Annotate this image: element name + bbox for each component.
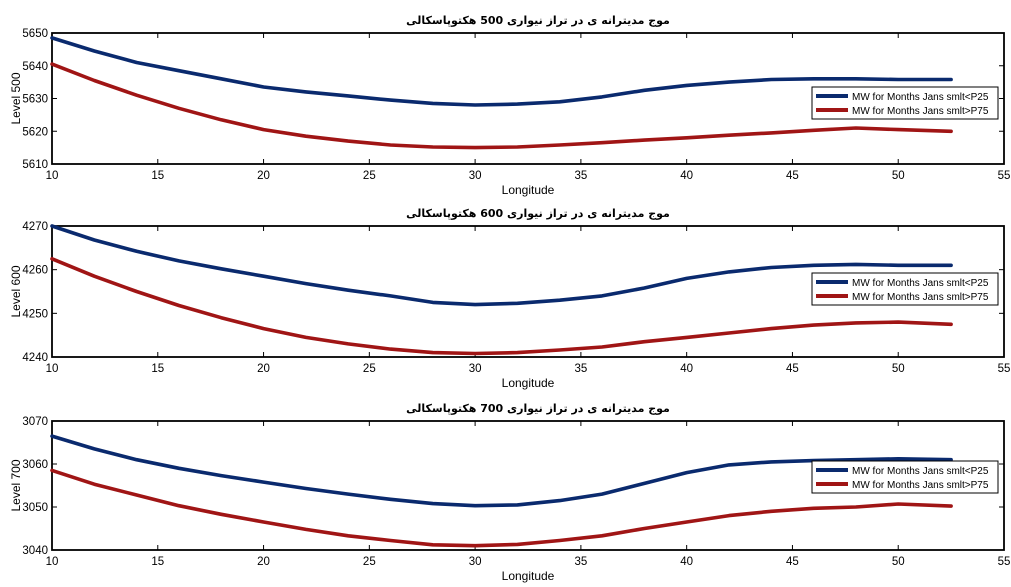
legend-box xyxy=(811,460,999,494)
x-tick-label: 45 xyxy=(786,170,799,182)
y-tick-label: 3040 xyxy=(22,545,48,557)
y-tick-label: 4250 xyxy=(22,308,48,320)
x-tick-label: 45 xyxy=(786,556,799,568)
y-tick-label: 5620 xyxy=(22,126,48,138)
x-tick-label: 55 xyxy=(998,556,1011,568)
x-tick-label: 10 xyxy=(46,170,59,182)
chart-panel-1: موج مديترانه ی در تراز نيواری 500 هكتوپا… xyxy=(9,14,1010,197)
plot-frame xyxy=(51,225,1005,358)
legend: MW for Months Jans smlt<P25 MW for Months… xyxy=(811,460,999,494)
chart-title: موج مديترانه ی در تراز نيواری 500 هكتوپا… xyxy=(406,14,670,28)
series-p25-line xyxy=(50,224,953,307)
x-tick-label: 40 xyxy=(680,170,693,182)
x-tick-label: 30 xyxy=(469,363,482,375)
x-tick-label: 30 xyxy=(469,170,482,182)
legend-label-series-p25: MW for Months Jans smlt<P25 xyxy=(852,278,989,289)
legend: MW for Months Jans smlt<P25 MW for Months… xyxy=(811,272,999,306)
y-axis-label: Level 600 xyxy=(9,265,23,317)
x-tick-label: 35 xyxy=(574,556,587,568)
chart-title: موج مديترانه ی در تراز نيواری 700 هكتوپا… xyxy=(406,402,670,416)
x-tick-label: 35 xyxy=(574,170,587,182)
series-p25-line xyxy=(50,36,953,107)
legend-label-series-p75: MW for Months Jans smlt>P75 xyxy=(852,106,989,117)
chart-panel-3: موج مديترانه ی در تراز نيواری 700 هكتوپا… xyxy=(9,402,1010,583)
y-tick-label: 4240 xyxy=(22,352,48,364)
x-tick-label: 50 xyxy=(892,363,905,375)
x-tick-label: 40 xyxy=(680,363,693,375)
x-tick-label: 15 xyxy=(151,556,164,568)
legend-box xyxy=(811,272,999,306)
chart-title: موج مديترانه ی در تراز نيواری 600 هكتوپا… xyxy=(406,207,670,221)
legend-label-series-p25: MW for Months Jans smlt<P25 xyxy=(852,92,989,103)
x-axis-label: Longitude xyxy=(502,183,555,197)
x-tick-label: 20 xyxy=(257,170,270,182)
legend-label-series-p75: MW for Months Jans smlt>P75 xyxy=(852,292,989,303)
x-tick-label: 45 xyxy=(786,363,799,375)
x-tick-label: 30 xyxy=(469,556,482,568)
x-tick-label: 50 xyxy=(892,170,905,182)
x-tick-label: 40 xyxy=(680,556,693,568)
y-tick-label: 4260 xyxy=(22,265,48,277)
x-tick-label: 15 xyxy=(151,363,164,375)
x-tick-label: 25 xyxy=(363,363,376,375)
x-tick-label: 50 xyxy=(892,556,905,568)
x-tick-label: 55 xyxy=(998,170,1011,182)
y-tick-label: 3060 xyxy=(22,459,48,471)
series-p75-line xyxy=(50,256,953,356)
x-tick-label: 15 xyxy=(151,170,164,182)
legend-label-series-p25: MW for Months Jans smlt<P25 xyxy=(852,466,989,477)
y-tick-label: 3070 xyxy=(22,416,48,428)
x-axis-label: Longitude xyxy=(502,569,555,583)
plot-frame xyxy=(51,420,1005,551)
series-p75-line xyxy=(50,62,953,150)
x-tick-label: 20 xyxy=(257,363,270,375)
x-tick-label: 10 xyxy=(46,363,59,375)
series-p75-line xyxy=(50,468,953,548)
series-p25-line xyxy=(50,434,953,508)
legend-box xyxy=(811,86,999,120)
x-tick-label: 25 xyxy=(363,170,376,182)
legend: MW for Months Jans smlt<P25 MW for Months… xyxy=(811,86,999,120)
y-axis-label: Level 500 xyxy=(9,72,23,124)
x-tick-label: 55 xyxy=(998,363,1011,375)
x-tick-label: 25 xyxy=(363,556,376,568)
legend-label-series-p75: MW for Months Jans smlt>P75 xyxy=(852,480,989,491)
y-tick-label: 5610 xyxy=(22,159,48,171)
y-tick-label: 3050 xyxy=(22,502,48,514)
x-tick-label: 10 xyxy=(46,556,59,568)
y-axis-label: Level 700 xyxy=(9,459,23,511)
x-tick-label: 35 xyxy=(574,363,587,375)
y-tick-label: 5640 xyxy=(22,61,48,73)
x-tick-label: 20 xyxy=(257,556,270,568)
chart-panel-2: موج مديترانه ی در تراز نيواری 600 هكتوپا… xyxy=(9,207,1010,390)
x-axis-label: Longitude xyxy=(502,376,555,390)
y-tick-label: 5630 xyxy=(22,94,48,106)
y-tick-label: 4270 xyxy=(22,221,48,233)
y-tick-label: 5650 xyxy=(22,28,48,40)
